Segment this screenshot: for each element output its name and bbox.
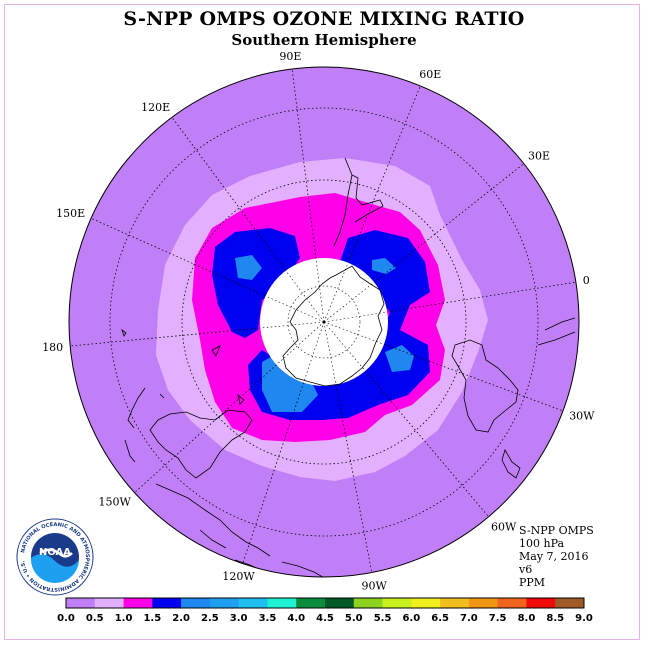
- antarctica-coastline: [282, 265, 385, 387]
- colorbar-swatch: [468, 598, 498, 608]
- ozone-level-peak: [235, 255, 414, 412]
- inner-meridian-line: [323, 282, 375, 323]
- colorbar-tick-label: 3.0: [230, 613, 248, 624]
- page-title: S-NPP OMPS OZONE MIXING RATIO: [123, 8, 525, 30]
- inner-meridian-line: [276, 321, 325, 366]
- info-line-version: v6: [519, 563, 533, 576]
- colorbar-swatch: [123, 598, 153, 608]
- inner-meridian-line: [323, 321, 385, 345]
- colorbar-tick-label: 2.5: [201, 613, 219, 624]
- colorbar-tick-label: 6.0: [402, 613, 420, 624]
- figure-frame: [4, 4, 640, 640]
- colorbar-swatch: [267, 598, 297, 608]
- colorbar-swatch: [94, 598, 124, 608]
- longitude-label: 150E: [56, 207, 85, 220]
- info-line-instrument: S-NPP OMPS: [519, 524, 594, 537]
- longitude-label: 60E: [419, 68, 441, 81]
- latitude-circle: [181, 179, 467, 465]
- colorbar-swatches: [66, 598, 585, 608]
- inner-meridian-line: [323, 311, 388, 323]
- inner-meridian-line: [260, 321, 325, 329]
- noaa-logo-icon: NATIONAL OCEANIC AND ATMOSPHERIC ADMINIS…: [16, 518, 94, 596]
- colorbar-tick-label: 8.5: [546, 613, 564, 624]
- map-disc: [69, 67, 579, 577]
- longitude-labels: 0 30E 60E 90E 120E 150E 180 150W 120W 90W 60W 30W: [42, 50, 595, 592]
- colorbar-tick-label: 5.0: [345, 613, 363, 624]
- latitude-circle: [109, 107, 539, 537]
- colorbar-tick-label: 8.0: [518, 613, 536, 624]
- colorbar-tick-label: 3.5: [259, 613, 277, 624]
- inner-meridian-line: [323, 262, 349, 323]
- info-panel: S-NPP OMPS 100 hPa May 7, 2016 v6 PPM: [519, 524, 594, 589]
- colorbar-tick-label: 0.0: [57, 613, 75, 624]
- colorbar-tick-label: 7.0: [460, 613, 478, 624]
- inner-meridian-line: [285, 270, 325, 323]
- colorbar-swatch: [353, 598, 383, 608]
- colorbar-tick-label: 4.0: [287, 613, 305, 624]
- colorbar-swatch: [497, 598, 527, 608]
- svg-text:NOAA: NOAA: [39, 547, 71, 558]
- longitude-label: 30W: [569, 409, 595, 422]
- colorbar-tick-label: 0.5: [86, 613, 104, 624]
- colorbar-swatch: [526, 598, 556, 608]
- colorbar-tick-label: 4.5: [316, 613, 334, 624]
- inner-graticule: [260, 258, 388, 385]
- coastlines: [121, 157, 576, 577]
- longitude-label: 90W: [362, 579, 388, 592]
- inner-meridian-line: [265, 295, 325, 323]
- colorbar-swatch: [181, 598, 211, 608]
- longitude-label: 60W: [491, 521, 517, 534]
- colorbar-swatch: [325, 598, 355, 608]
- longitude-label: 120E: [141, 101, 170, 114]
- longitude-label: 0: [583, 274, 590, 287]
- south-pole-marker: [322, 320, 326, 324]
- page-subtitle: Southern Hemisphere: [231, 31, 417, 49]
- colorbar-tick-label: 5.5: [374, 613, 392, 624]
- colorbar-swatch: [66, 598, 96, 608]
- map-boundary: [68, 66, 580, 578]
- inner-meridian-line: [323, 321, 337, 385]
- colorbar-tick-label: 7.5: [489, 613, 507, 624]
- inner-meridian-line: [323, 321, 366, 372]
- colorbar-swatch: [238, 598, 268, 608]
- info-line-units: PPM: [519, 576, 546, 589]
- colorbar-tick-label: 1.5: [143, 613, 161, 624]
- graticule: [70, 68, 576, 573]
- colorbar-swatch: [209, 598, 239, 608]
- longitude-label: 30E: [528, 150, 550, 163]
- colorbar-swatch: [411, 598, 441, 608]
- colorbar: 0.0 0.5 1.0 1.5 2.0 2.5 3.0 3.5 4.0 4.5 5.0 5.5 6.0 6…: [57, 597, 593, 624]
- longitude-label: 150W: [98, 495, 131, 508]
- longitude-label: 120W: [222, 570, 255, 583]
- colorbar-swatch: [440, 598, 470, 608]
- colorbar-swatch: [296, 598, 326, 608]
- inner-latitude-circle: [287, 285, 361, 359]
- longitude-label: 90E: [279, 50, 301, 63]
- inner-meridian-line: [315, 258, 325, 323]
- colorbar-tick-label: 6.5: [431, 613, 449, 624]
- inner-meridian-line: [303, 321, 325, 383]
- colorbar-tick-labels: 0.0 0.5 1.0 1.5 2.0 2.5 3.0 3.5 4.0 4.5 5.0 5.5 6.0 6…: [57, 613, 593, 624]
- info-line-date: May 7, 2016: [519, 550, 589, 563]
- colorbar-tick-label: 9.0: [575, 613, 593, 624]
- info-line-pressure: 100 hPa: [519, 537, 565, 550]
- colorbar-tick-label: 2.0: [172, 613, 190, 624]
- colorbar-tick-label: 1.0: [115, 613, 133, 624]
- colorbar-swatch: [555, 598, 585, 608]
- colorbar-swatch: [152, 598, 182, 608]
- colorbar-outline: [65, 597, 585, 609]
- colorbar-swatch: [382, 598, 412, 608]
- longitude-label: 180: [42, 341, 63, 354]
